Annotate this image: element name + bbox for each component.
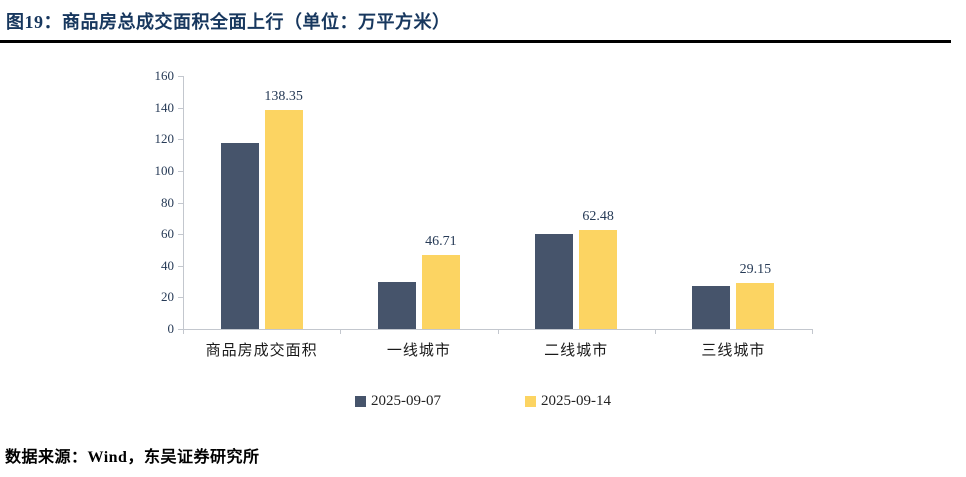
bar-2025-09-07: [692, 286, 731, 329]
y-tick-mark: [178, 329, 183, 330]
category-label: 商品房成交面积: [205, 343, 318, 359]
plot-area: [183, 76, 813, 330]
bar-2025-09-07: [377, 281, 416, 329]
x-tick-mark: [497, 330, 499, 334]
bar-group: 138.35: [183, 76, 340, 329]
category-label: 一线城市: [386, 343, 451, 359]
legend-swatch: [525, 396, 536, 407]
x-tick-mark: [183, 330, 184, 334]
bar-group: 62.48: [498, 76, 655, 329]
y-tick-mark: [178, 139, 183, 141]
y-tick-mark: [178, 265, 183, 267]
bar-2025-09-07: [220, 143, 259, 329]
bar-value-label: 138.35: [264, 89, 303, 105]
category-label: 二线城市: [544, 343, 609, 359]
y-tick-mark: [178, 202, 183, 204]
y-tick-label: 80: [161, 194, 174, 210]
legend-label: 2025-09-07: [371, 393, 441, 409]
bar-groups: 138.35 46.71 62.48 29.15: [183, 76, 812, 329]
bar-2025-09-14: 46.71: [421, 234, 460, 329]
bar-value-label: 46.71: [425, 234, 457, 250]
legend-item: 2025-09-14: [525, 393, 611, 410]
y-tick-label: 0: [167, 321, 175, 336]
y-tick-label: 60: [161, 226, 174, 242]
bar-2025-09-07: [535, 234, 574, 329]
category-label: 三线城市: [701, 343, 766, 359]
y-tick-label: 20: [161, 289, 174, 305]
y-tick-mark: [178, 76, 183, 77]
figure-title: 图19：商品房总成交面积全面上行（单位：万平方米）: [6, 12, 451, 32]
y-tick-mark: [178, 107, 183, 109]
y-tick-mark: [178, 170, 183, 172]
x-tick-mark: [812, 330, 813, 334]
bar-value-label: 29.15: [739, 261, 772, 277]
x-tick-mark: [654, 330, 656, 334]
bar-group: 29.15: [655, 76, 812, 329]
y-tick-label: 40: [161, 257, 174, 273]
y-tick-label: 140: [154, 99, 175, 115]
bar-value-label: 62.48: [582, 209, 614, 225]
y-tick-label: 120: [154, 131, 175, 147]
title-underline: [0, 40, 951, 43]
y-tick-mark: [178, 297, 183, 299]
bar-group: 46.71: [340, 76, 497, 329]
legend-label: 2025-09-14: [541, 393, 611, 409]
bar-2025-09-14: 29.15: [736, 262, 775, 329]
legend-swatch: [355, 396, 366, 407]
y-tick-label: 160: [154, 68, 175, 83]
y-tick-mark: [178, 234, 183, 236]
y-tick-label: 100: [154, 162, 175, 178]
bar-2025-09-14: 138.35: [264, 89, 303, 329]
source-note: 数据来源：Wind，东吴证券研究所: [5, 449, 260, 466]
legend-item: 2025-09-07: [355, 393, 441, 410]
bar-2025-09-14: 62.48: [579, 209, 618, 329]
legend: 2025-09-07 2025-09-14: [0, 393, 966, 410]
x-tick-mark: [340, 330, 342, 334]
